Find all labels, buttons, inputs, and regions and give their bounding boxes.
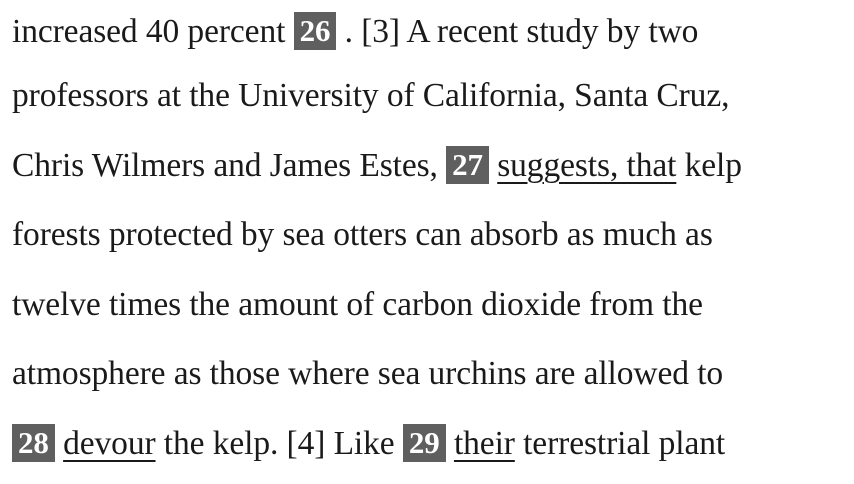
passage-line: increased 40 percent 26 . [3] A recent s…	[12, 0, 848, 64]
text-segment: the kelp. [4] Like	[155, 424, 403, 462]
passage-line: 28 devour the kelp. [4] Like 29 their te…	[12, 412, 848, 482]
text-segment: terrestrial plant	[514, 424, 726, 462]
text-segment: twelve times the amount of carbon dioxid…	[12, 285, 703, 323]
passage-text: increased 40 percent 26 . [3] A recent s…	[12, 0, 848, 481]
text-segment: forests protected by sea otters can abso…	[12, 216, 713, 253]
underlined-phrase[interactable]: their	[453, 424, 515, 462]
question-number-badge[interactable]: 29	[402, 423, 446, 462]
question-number-badge[interactable]: 26	[293, 12, 337, 50]
passage-line: Chris Wilmers and James Estes, 27 sugges…	[12, 134, 848, 204]
text-segment: atmosphere as those where sea urchins ar…	[12, 355, 724, 392]
text-segment: . [3] A recent study by two	[336, 13, 699, 50]
passage-line: twelve times the amount of carbon dioxid…	[12, 273, 848, 343]
underlined-phrase[interactable]: devour	[63, 424, 156, 462]
text-segment: kelp	[676, 146, 742, 184]
passage-line: forests protected by sea otters can abso…	[12, 203, 848, 273]
passage-line: atmosphere as those where sea urchins ar…	[12, 342, 848, 412]
text-segment: Chris Wilmers and James Estes,	[12, 146, 447, 184]
question-number-badge[interactable]: 27	[446, 145, 489, 184]
underlined-phrase[interactable]: suggests, that	[497, 146, 677, 184]
text-segment: increased 40 percent	[12, 13, 294, 50]
passage-line: professors at the University of Californ…	[12, 64, 848, 134]
question-number-badge[interactable]: 28	[12, 423, 55, 462]
text-segment: professors at the University of Californ…	[12, 77, 730, 114]
